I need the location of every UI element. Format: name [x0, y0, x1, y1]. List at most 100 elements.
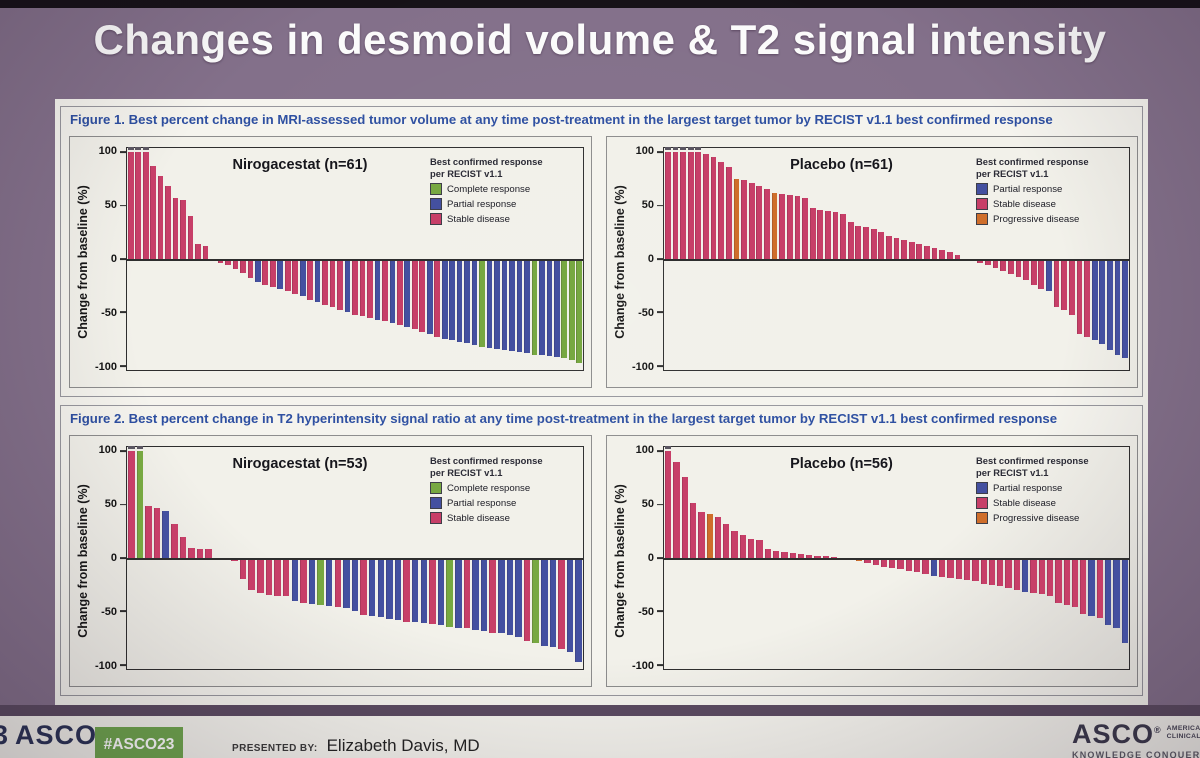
- bar-sd: [954, 254, 961, 259]
- bar-sd: [897, 558, 904, 569]
- bar-sd: [988, 558, 996, 585]
- bar-sd: [334, 558, 342, 608]
- bar-sd: [179, 536, 187, 558]
- legend-item-pr: Partial response: [430, 198, 576, 211]
- bar-sd: [725, 167, 732, 259]
- bar-pr: [162, 511, 169, 558]
- bar-pr: [516, 259, 523, 352]
- bar-sd: [870, 229, 877, 259]
- bar-sd: [411, 259, 418, 330]
- legend-swatch-sd: [976, 497, 988, 510]
- bar-pr: [456, 259, 463, 343]
- bar-sd: [1023, 259, 1029, 281]
- legend-label: Stable disease: [447, 213, 510, 225]
- bar-sd: [329, 259, 336, 308]
- bar-sd: [225, 259, 231, 266]
- capped-value-mark: [136, 446, 144, 449]
- bar-sd: [1076, 259, 1083, 334]
- bar-sd: [1000, 259, 1007, 271]
- asco-subtext-line2: CLINICAL: [1166, 733, 1200, 741]
- legend-label: Progressive disease: [993, 213, 1080, 225]
- asco-wordmark: ASCO: [15, 720, 98, 750]
- y-tick-label: 100: [98, 444, 117, 457]
- legend-header-line1: Best confirmed response: [976, 156, 1089, 167]
- bar-sd: [171, 523, 178, 558]
- capped-value-mark: [680, 147, 686, 150]
- y-axis-label: Change from baseline (%): [76, 484, 90, 638]
- presenter-name: Elizabeth Davis, MD: [326, 736, 480, 755]
- bar-pr: [515, 558, 522, 637]
- legend-label: Partial response: [993, 482, 1063, 494]
- bar-cr: [317, 558, 324, 605]
- y-tick-mark: [120, 663, 126, 666]
- bar-cr: [446, 558, 453, 628]
- bar-pr: [314, 259, 321, 302]
- bar-sd: [217, 259, 224, 264]
- figure2-caption: Figure 2. Best percent change in T2 hype…: [70, 411, 1058, 426]
- bar-pr: [524, 259, 530, 353]
- bar-sd: [284, 259, 291, 292]
- asco-logo-right: ASCO® AMERICAN CLINICAL KNOWLEDGE CONQUE…: [1072, 721, 1200, 758]
- capped-value-mark: [127, 147, 134, 150]
- y-tick-mark: [120, 557, 126, 559]
- legend-label: Partial response: [447, 497, 517, 509]
- bar-sd: [806, 554, 813, 558]
- bar-sd: [1080, 558, 1087, 614]
- bar-sd: [196, 549, 204, 558]
- bar-pd: [771, 192, 778, 259]
- bar-sd: [135, 152, 142, 259]
- bar-sd: [1030, 259, 1037, 285]
- bar-sd: [817, 209, 824, 259]
- bar-pr: [291, 558, 299, 601]
- bar-pr: [546, 259, 553, 357]
- y-tick-label: -50: [101, 605, 117, 618]
- bar-sd: [922, 558, 929, 574]
- legend-label: Stable disease: [447, 512, 510, 524]
- bar-pr: [1046, 259, 1052, 292]
- bar-sd: [165, 186, 171, 259]
- legend: Best confirmed response per RECIST v1.1 …: [430, 455, 576, 525]
- bar-pr: [464, 259, 470, 344]
- bar-pr: [501, 259, 508, 350]
- legend-item-sd: Stable disease: [976, 497, 1122, 510]
- bar-cr: [561, 259, 568, 359]
- bar-sd: [789, 552, 796, 558]
- legend-item-pr: Partial response: [976, 482, 1122, 495]
- legend-items: Partial response Stable disease Progressiv…: [976, 183, 1122, 226]
- bar-sd: [946, 251, 953, 259]
- y-tick-mark: [657, 663, 663, 666]
- bar-sd: [307, 259, 313, 300]
- bar-sd: [741, 180, 747, 259]
- bar-sd: [360, 558, 367, 615]
- figure1-box: Figure 1. Best percent change in MRI-ass…: [60, 106, 1143, 397]
- presented-by-row: PRESENTED BY: Elizabeth Davis, MD: [232, 736, 480, 756]
- bar-pr: [420, 558, 428, 624]
- bar-sd: [127, 152, 134, 259]
- bar-pr: [441, 259, 448, 340]
- bar-sd: [262, 259, 269, 285]
- chart-title: Placebo (n=61): [790, 157, 893, 173]
- bar-sd: [292, 259, 299, 295]
- capped-value-mark: [142, 147, 149, 150]
- bar-sd: [269, 259, 276, 287]
- waterfall-bars: [664, 147, 1129, 370]
- bar-sd: [901, 239, 907, 259]
- y-tick-label: 100: [635, 444, 654, 457]
- bar-pr: [509, 259, 515, 351]
- legend: Best confirmed response per RECIST v1.1 …: [976, 156, 1122, 226]
- hashtag-badge: #ASCO23: [95, 727, 183, 758]
- bar-sd: [1046, 558, 1054, 597]
- legend-swatch-pd: [976, 213, 988, 226]
- bar-sd: [985, 259, 991, 266]
- bar-sd: [1071, 558, 1079, 608]
- bar-cr: [479, 259, 485, 347]
- bar-sd: [695, 152, 702, 259]
- y-tick-mark: [657, 258, 663, 260]
- zero-baseline: [127, 558, 583, 560]
- bar-pr: [471, 259, 478, 346]
- bar-pr: [1091, 259, 1098, 341]
- bar-sd: [1015, 259, 1022, 278]
- legend-header-line1: Best confirmed response: [430, 156, 543, 167]
- bar-sd: [142, 152, 149, 259]
- bar-sd: [145, 505, 152, 558]
